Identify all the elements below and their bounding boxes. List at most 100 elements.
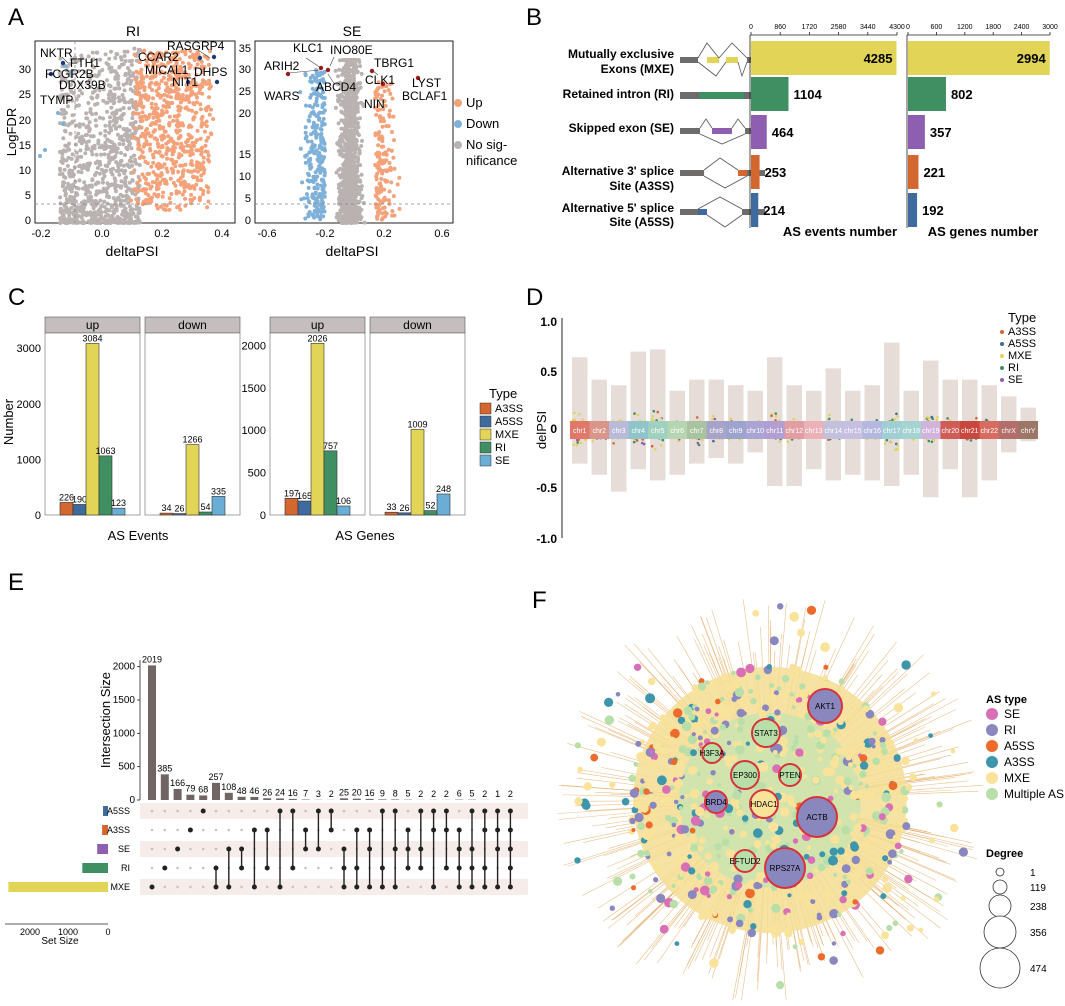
d-ytick: -1.0: [536, 532, 557, 546]
a-dot-nosig: [93, 161, 98, 165]
c-strip-label: up: [311, 318, 325, 332]
a-dot-up: [134, 80, 139, 85]
a-dot-up: [155, 173, 160, 178]
a-dot-nosig: [348, 174, 353, 179]
d-point: [591, 439, 594, 443]
a-dot-up: [180, 121, 185, 126]
a-dot-nosig: [100, 177, 105, 181]
a-dot-nosig: [336, 98, 340, 102]
a-dot-nosig: [125, 136, 130, 141]
a-dot-up: [375, 154, 380, 159]
a-dot-up: [137, 178, 142, 183]
a-dot-nosig: [349, 119, 354, 124]
a-dot-up: [380, 171, 384, 175]
a-dot-up: [160, 194, 165, 199]
a-dot-up: [149, 164, 154, 169]
a-dot-nosig: [72, 198, 77, 203]
a-dot-nosig: [83, 151, 88, 156]
c-bar-label: 123: [111, 498, 126, 508]
d-point: [895, 412, 898, 416]
d-point: [883, 442, 887, 445]
a-dot-down: [38, 154, 42, 158]
a-dot-up: [159, 79, 164, 83]
a-dot-highlight: [60, 60, 66, 66]
a-dot-nosig: [62, 115, 67, 120]
d-chrom-label: chr13: [805, 428, 823, 435]
a-dot-up: [182, 189, 187, 194]
a-dot-down: [303, 130, 308, 135]
a-dot-up: [155, 53, 160, 58]
a-dot-nosig: [94, 50, 99, 55]
a-gene-label: NKTR: [40, 46, 73, 60]
a-dot-down: [313, 191, 318, 196]
a-dot-up: [161, 53, 166, 58]
a-dot-up: [187, 100, 192, 104]
d-point: [984, 418, 988, 422]
e-bar-label: 108: [221, 782, 236, 792]
a-dot-nosig: [349, 209, 354, 214]
a-legend-up: Up: [466, 95, 483, 110]
a-dot-nosig: [74, 150, 79, 155]
a-dot-up: [143, 114, 148, 119]
e-bar: [340, 798, 348, 800]
a-dot-nosig: [130, 116, 135, 121]
panel-a: A RI SE 0 5 10 15 20 25 30 0 5 10 15 20 …: [4, 4, 517, 259]
a-left-ytick: 20: [19, 115, 31, 127]
f-node: [745, 888, 755, 899]
e-matrix-dot: [329, 866, 333, 870]
a-dot-up: [151, 115, 156, 120]
a-dot-nosig: [114, 203, 119, 208]
d-chrom-label: chr16: [863, 428, 881, 435]
a-dot-nosig: [124, 130, 129, 134]
a-dot-up: [392, 166, 397, 171]
d-point: [927, 439, 931, 443]
a-dot-nosig: [103, 133, 108, 138]
d-chrom-band: [630, 351, 646, 470]
b-tick-label: 0: [906, 24, 910, 31]
a-dot-up: [179, 68, 184, 73]
a-left-ytick: 5: [25, 190, 31, 202]
a-dot-up: [180, 49, 185, 54]
a-dot-up: [161, 207, 166, 212]
a-dot-up: [379, 176, 384, 181]
a-dot-up: [171, 64, 176, 69]
a-dot-nosig: [127, 59, 132, 64]
a-dot-up: [388, 91, 393, 96]
a-dot-nosig: [58, 195, 63, 200]
d-chrom-label: chr12: [785, 428, 803, 435]
a-dot-up: [174, 191, 179, 196]
a-dot-down: [315, 73, 320, 78]
a-dot-nosig: [94, 123, 99, 128]
e-bar: [199, 795, 208, 800]
e-matrix-dot: [329, 847, 333, 851]
a-dot-up: [193, 66, 198, 71]
a-dot-nosig: [69, 156, 74, 161]
a-dot-up: [164, 50, 169, 55]
a-dot-up: [176, 87, 181, 92]
a-dot-nosig: [78, 148, 83, 153]
a-dot-up: [140, 172, 145, 177]
c-legend-swatch: [479, 441, 492, 454]
a-dot-nosig: [95, 166, 100, 170]
a-dot-up: [199, 152, 204, 157]
a-dot-up: [141, 155, 146, 160]
e-bar: [352, 798, 361, 800]
a-dot-nosig: [84, 147, 89, 152]
b-row-label: Alternative 3' splice: [562, 164, 675, 178]
a-dot-nosig: [111, 196, 116, 201]
a-dot-highlight: [325, 67, 331, 73]
c-bar-label: 757: [323, 441, 338, 451]
a-dot-nosig: [84, 213, 89, 218]
a-dot-nosig: [117, 172, 122, 177]
a-dot-up: [149, 75, 154, 80]
d-legend-swatch: [1000, 366, 1004, 370]
a-dot-nosig: [113, 146, 118, 151]
c-bar-label: 1063: [95, 446, 115, 456]
a-dot-up: [153, 74, 157, 79]
a-dot-down: [312, 185, 317, 190]
d-point: [712, 439, 715, 443]
a-dot-up: [166, 77, 171, 82]
d-point: [893, 418, 896, 421]
c-bar: [297, 500, 312, 516]
